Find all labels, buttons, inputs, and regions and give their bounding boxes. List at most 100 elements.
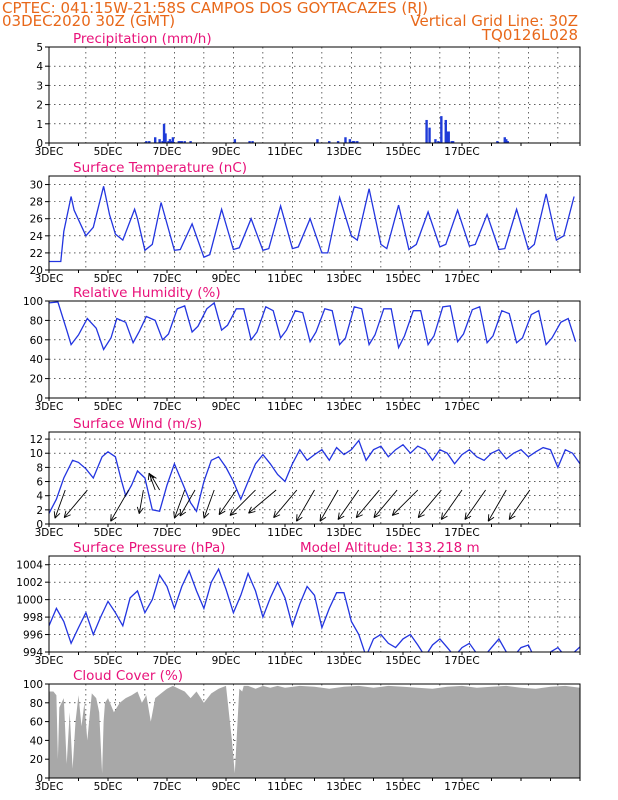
wind-arrow <box>273 489 298 519</box>
wind-arrow-head <box>138 507 144 514</box>
precip-bar <box>170 141 173 143</box>
x-date-label: 7DEC <box>153 527 182 539</box>
x-date-label: 15DEC <box>385 273 420 285</box>
y-tick-label: 22 <box>30 248 43 260</box>
y-tick-label: 3 <box>36 80 43 92</box>
x-date-label: 5DEC <box>94 781 123 793</box>
chart-panel-5: 994 996 998 1000 1002 1004 3DEC 5DEC 7DEC 9DEC 11D… <box>16 540 581 667</box>
wind-arrow-head <box>63 510 67 518</box>
wind-arrow <box>218 489 237 515</box>
wind-arrow-head <box>179 511 187 517</box>
wind-arrow-head <box>54 513 61 519</box>
x-date-label: 17DEC <box>444 273 479 285</box>
wind-arrow-head <box>273 514 281 519</box>
panel-title: Precipitation (mm/h) <box>73 31 212 47</box>
wind-arrow <box>508 489 531 520</box>
wind-arrow-head <box>319 514 322 522</box>
x-date-label: 3DEC <box>35 781 64 793</box>
y-tick-label: 60 <box>30 717 43 729</box>
wind-arrow-head <box>203 513 210 519</box>
x-date-label: 3DEC <box>35 527 64 539</box>
wind-arrow-head <box>418 514 425 519</box>
wind-arrow-head <box>356 514 363 519</box>
x-date-label: 13DEC <box>326 655 361 667</box>
y-tick-label: 100 <box>23 679 43 691</box>
precip-bar <box>148 141 151 143</box>
x-date-label: 17DEC <box>444 781 479 793</box>
panel-title: Surface Wind (m/s) <box>73 416 202 432</box>
precip-bar <box>171 137 175 143</box>
precip-bar <box>167 141 170 143</box>
precip-bar <box>444 119 447 143</box>
x-date-label: 17DEC <box>444 401 479 413</box>
y-tick-label: 0 <box>36 773 43 785</box>
x-date-label: 15DEC <box>385 781 420 793</box>
precip-bar <box>154 137 157 143</box>
x-date-label: 15DEC <box>385 527 420 539</box>
y-tick-label: 0 <box>36 393 43 405</box>
wind-arrow-shaft <box>248 489 277 514</box>
precip-bar <box>353 141 356 143</box>
x-date-label: 15DEC <box>385 655 420 667</box>
wind-arrow-shaft <box>296 489 315 522</box>
x-date-label: 5DEC <box>94 655 123 667</box>
chart-panel-3: 0 20 40 60 80 100 3DEC 5DEC 7DEC 9DEC 11DEC 13DEC 15… <box>23 285 581 413</box>
y-tick-label: 1000 <box>16 595 43 607</box>
y-tick-label: 80 <box>30 698 43 710</box>
wind-arrow-head <box>218 510 226 515</box>
wind-arrow-head <box>174 513 180 519</box>
panel-subtitle: Model Altitude: 133.218 m <box>300 540 480 556</box>
header: CPTEC: 041:15W-21:58S CAMPOS DOS GOYTACA… <box>2 0 578 44</box>
wind-arrow <box>337 489 360 520</box>
y-tick-label: 0 <box>36 519 43 531</box>
series-group <box>145 116 509 143</box>
panel-title: Cloud Cover (%) <box>73 668 183 684</box>
wind-arrow-head <box>248 511 256 514</box>
wind-arrow-shaft <box>273 489 298 518</box>
y-tick-label: 8 <box>36 462 43 474</box>
x-date-label: 13DEC <box>326 527 361 539</box>
x-date-label: 13DEC <box>326 401 361 413</box>
x-date-label: 13DEC <box>326 273 361 285</box>
cloud-area <box>49 685 580 778</box>
precip-bar <box>180 141 183 143</box>
x-date-label: 17DEC <box>444 146 479 158</box>
y-tick-label: 0 <box>36 138 43 150</box>
wind-arrow <box>229 489 256 516</box>
wind-arrow <box>202 489 215 519</box>
wind-arrow-head <box>337 515 345 520</box>
wind-arrow-shaft <box>218 489 237 515</box>
wind-arrow-shaft <box>148 472 156 491</box>
x-date-label: 7DEC <box>153 781 182 793</box>
panel-title: Relative Humidity (%) <box>73 285 221 301</box>
wind-arrow-shaft <box>63 489 88 518</box>
y-tick-label: 100 <box>23 296 43 308</box>
wind-arrow <box>373 489 398 519</box>
wind-arrow-shaft <box>355 489 380 518</box>
precip-bar <box>356 141 359 143</box>
y-tick-label: 40 <box>30 354 43 366</box>
wind-arrow <box>296 489 315 522</box>
wind-arrow-head <box>373 514 381 519</box>
wind-arrow-head <box>218 507 221 515</box>
x-date-label: 3DEC <box>35 273 64 285</box>
y-tick-label: 2 <box>36 505 43 517</box>
precip-bar <box>446 131 449 143</box>
precip-bar <box>434 139 437 143</box>
y-tick-label: 994 <box>23 647 43 659</box>
precip-bar <box>162 123 166 143</box>
wind-arrow <box>179 489 196 517</box>
precip-bar <box>496 141 499 143</box>
wind-arrow-shaft <box>440 489 463 520</box>
precip-bar <box>179 141 182 143</box>
wind-arrow-head <box>150 474 152 482</box>
wind-arrow-head <box>464 512 467 520</box>
x-date-label: 11DEC <box>267 655 302 667</box>
wind-arrow-head <box>391 508 396 516</box>
precip-bar <box>316 139 319 143</box>
y-tick-label: 20 <box>30 374 43 386</box>
y-tick-label: 10 <box>30 448 43 460</box>
y-tick-label: 4 <box>36 491 43 503</box>
wind-arrow-shaft <box>337 489 360 520</box>
wind-arrow-head <box>229 512 237 516</box>
